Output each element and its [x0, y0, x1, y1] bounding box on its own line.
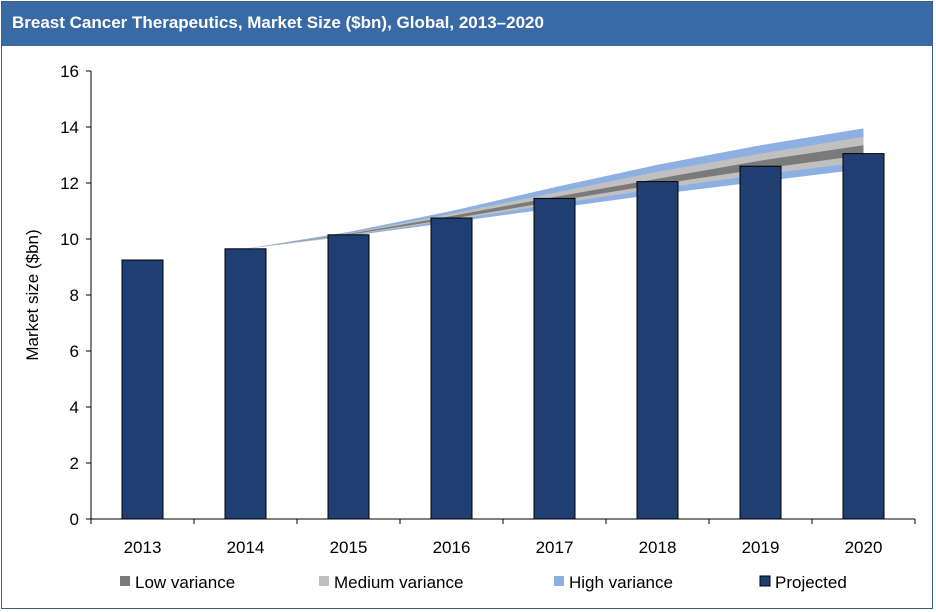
- chart-title: Breast Cancer Therapeutics, Market Size …: [12, 13, 544, 32]
- legend-label: High variance: [569, 573, 673, 592]
- y-tick-label: 2: [70, 454, 79, 473]
- bar-2020: [842, 153, 885, 520]
- axes: [86, 70, 916, 524]
- y-tick-label: 4: [70, 398, 79, 417]
- x-tick-label: 2013: [124, 538, 162, 557]
- bar-2015: [327, 234, 370, 520]
- bar-2017: [533, 197, 576, 520]
- y-tick-label: 8: [70, 286, 79, 305]
- legend-label: Low variance: [135, 573, 235, 592]
- legend-swatch: [319, 576, 329, 586]
- legend: Low variance Medium variance High variance…: [120, 573, 847, 592]
- variance-band-1: [142, 136, 864, 260]
- y-tick-label: 12: [60, 174, 79, 193]
- x-tick-label: 2020: [845, 538, 883, 557]
- legend-swatch: [120, 576, 130, 586]
- variance-band-0: [142, 128, 864, 260]
- title-bar: Breast Cancer Therapeutics, Market Size …: [2, 2, 932, 46]
- legend-swatch: [554, 576, 564, 586]
- legend-swatch: [759, 575, 771, 587]
- y-tick-label: 6: [70, 342, 79, 361]
- bar-2016: [430, 217, 473, 520]
- x-tick-label: 2019: [742, 538, 780, 557]
- legend-label: Medium variance: [334, 573, 463, 592]
- x-tick-label: 2015: [330, 538, 368, 557]
- y-tick-label: 10: [60, 230, 79, 249]
- bar-2013: [121, 259, 164, 520]
- x-tick-label: 2016: [433, 538, 471, 557]
- y-axis-title: Market size ($bn): [23, 229, 42, 360]
- x-tick-label: 2018: [639, 538, 677, 557]
- y-tick-label: 0: [70, 510, 79, 529]
- bar-2018: [636, 181, 679, 520]
- legend-label: Projected: [775, 573, 847, 592]
- x-tick-label: 2014: [227, 538, 265, 557]
- y-tick-label: 14: [60, 118, 79, 137]
- x-tick-label: 2017: [536, 538, 574, 557]
- variance-band-2: [142, 145, 864, 260]
- variance-bands: [142, 128, 864, 260]
- bar-2014: [224, 248, 267, 520]
- y-tick-label: 16: [60, 62, 79, 81]
- tick-labels: 0 2 4 6 8 10 12 14 16 2013 2014 2015 2016 2017 2018 201…: [60, 62, 882, 557]
- bar-2019: [739, 165, 782, 520]
